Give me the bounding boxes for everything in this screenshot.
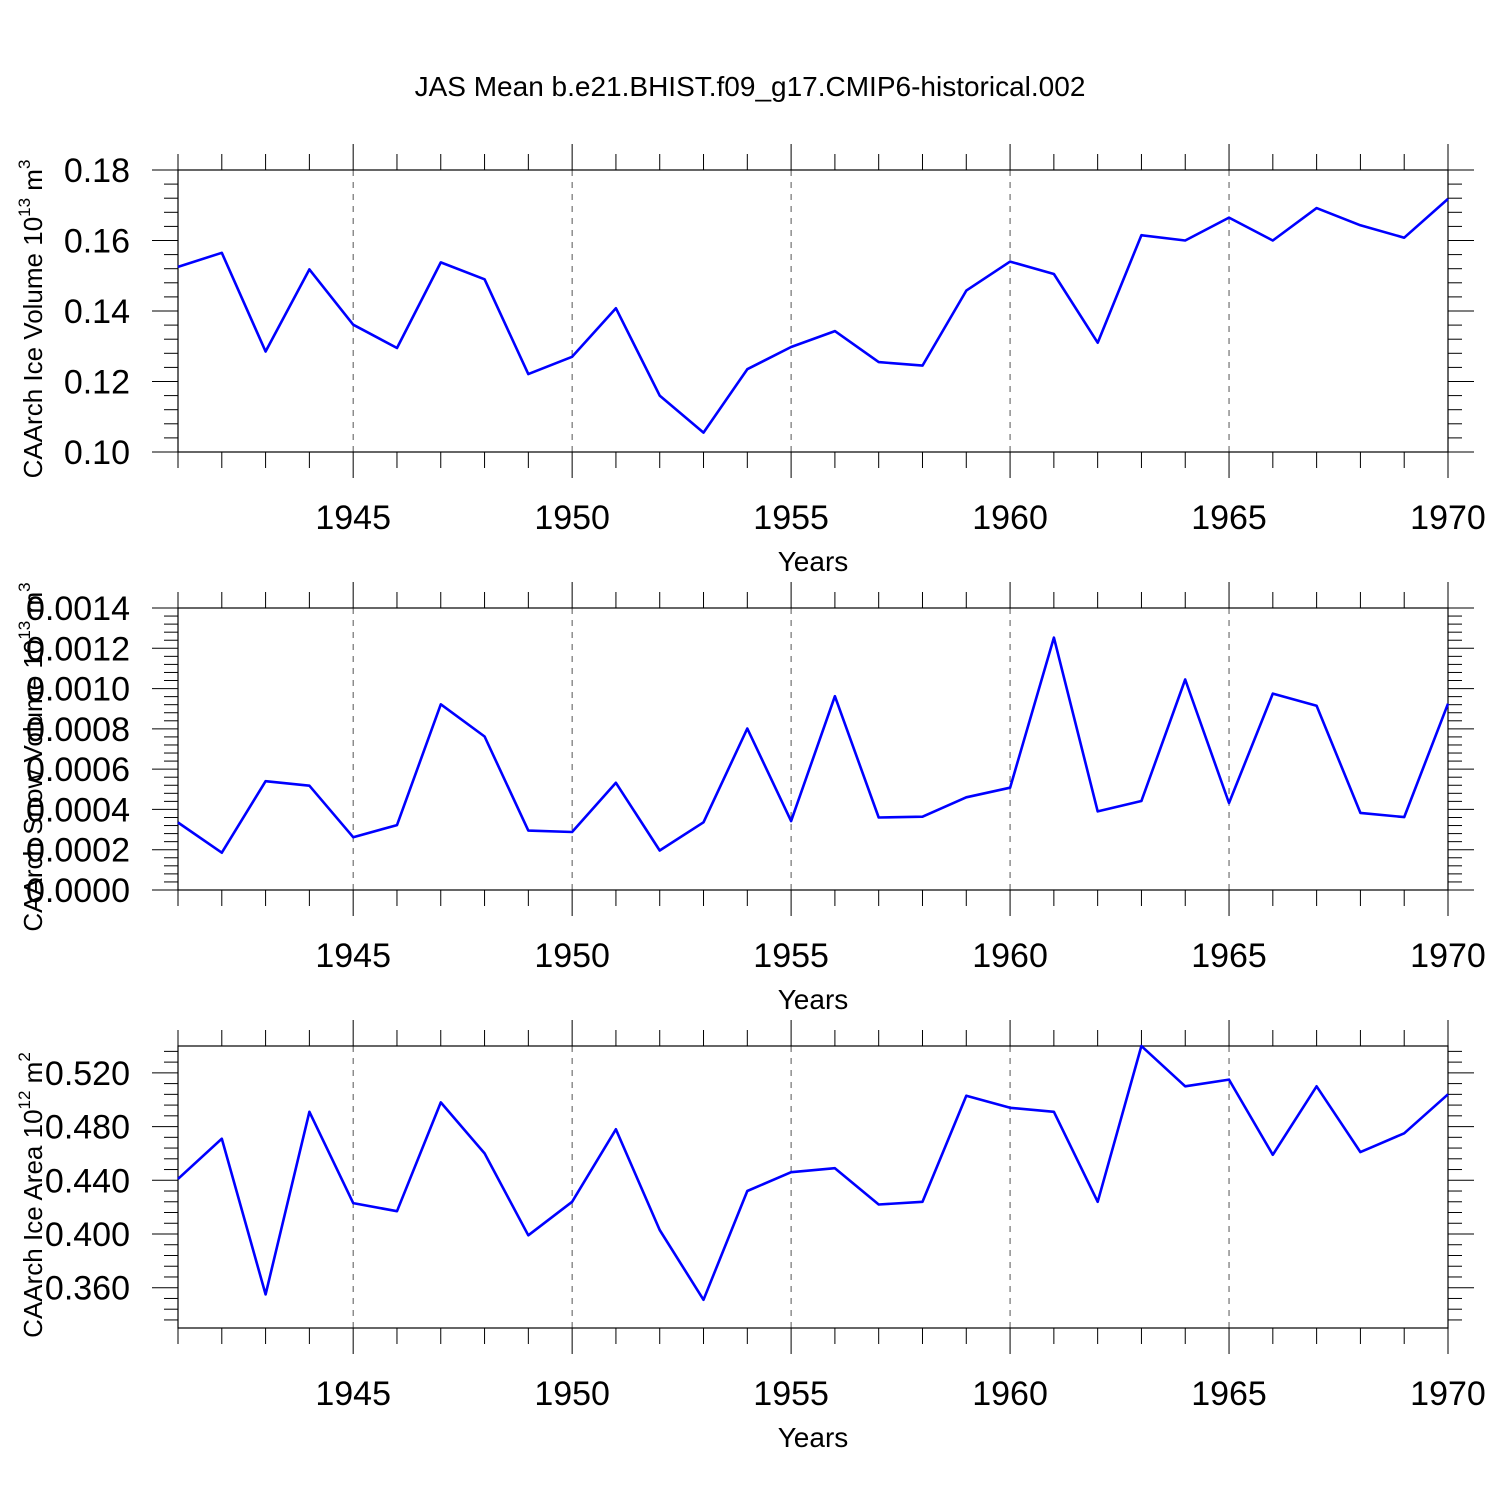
y-tick-label: 0.12 xyxy=(64,364,130,402)
x-axis-label: Years xyxy=(778,546,849,577)
plot-frame xyxy=(177,607,1449,891)
y-tick-label: 0.0010 xyxy=(26,671,130,709)
y-tick-label: 0.440 xyxy=(45,1162,130,1200)
y-tick-label: 0.0004 xyxy=(26,791,130,829)
x-tick-label: 1945 xyxy=(315,499,391,537)
x-tick-label: 1955 xyxy=(753,499,829,537)
y-tick-label: 0.18 xyxy=(64,152,130,190)
x-tick-label: 1945 xyxy=(315,1375,391,1413)
y-axis-label: CAArch Snow Volume 1013 m3 xyxy=(15,582,48,931)
y-tick-label: 0.520 xyxy=(45,1055,130,1093)
x-tick-label: 1945 xyxy=(315,937,391,975)
y-tick-label: 0.480 xyxy=(45,1109,130,1147)
x-tick-label: 1950 xyxy=(534,1375,610,1413)
chart-panels: 0.10 0.12 0.14 0.16 0.18 1945 1950 1955 1960 1965… xyxy=(15,144,1486,1453)
x-tick-label: 1965 xyxy=(1191,1375,1267,1413)
x-axis-label: Years xyxy=(778,1422,849,1453)
series-line xyxy=(177,636,1450,855)
x-axis-label: Years xyxy=(778,984,849,1015)
x-tick-label: 1970 xyxy=(1410,1375,1486,1413)
chart-panel-1: 0.10 0.12 0.14 0.16 0.18 1945 1950 1955 1960 1965… xyxy=(15,144,1486,577)
chart-panel-3: 0.360 0.400 0.440 0.480 0.520 1945 1950 1955 196… xyxy=(15,1020,1486,1453)
plot-frame xyxy=(177,169,1449,453)
plot-frame xyxy=(177,1045,1449,1329)
y-tick-label: 0.10 xyxy=(64,434,130,472)
series-line xyxy=(177,197,1449,434)
y-tick-label: 0.360 xyxy=(45,1270,130,1308)
y-tick-label: 0.400 xyxy=(45,1216,130,1254)
x-tick-label: 1970 xyxy=(1410,937,1486,975)
figure-title: JAS Mean b.e21.BHIST.f09_g17.CMIP6-histo… xyxy=(415,71,1086,102)
x-tick-label: 1950 xyxy=(534,499,610,537)
x-tick-label: 1955 xyxy=(753,937,829,975)
x-tick-label: 1965 xyxy=(1191,499,1267,537)
y-axis-label: CAArch Ice Area 1012 m2 xyxy=(15,1052,48,1338)
x-tick-label: 1955 xyxy=(753,1375,829,1413)
chart-panel-2: 0.00000.00020.00040.00060.00080.00100.00… xyxy=(15,582,1486,1015)
x-tick-label: 1960 xyxy=(972,1375,1048,1413)
y-axis-label: CAArch Ice Volume 1013 m3 xyxy=(15,160,48,479)
y-tick-label: 0.0012 xyxy=(26,630,130,668)
x-tick-label: 1950 xyxy=(534,937,610,975)
y-tick-label: 0.0002 xyxy=(26,832,130,870)
y-tick-label: 0.0008 xyxy=(26,711,130,749)
series-line xyxy=(177,1044,1449,1302)
y-tick-label: 0.0006 xyxy=(26,751,130,789)
y-tick-label: 0.16 xyxy=(64,223,130,261)
x-tick-label: 1960 xyxy=(972,937,1048,975)
y-tick-label: 0.14 xyxy=(64,293,130,331)
x-tick-label: 1960 xyxy=(972,499,1048,537)
x-tick-label: 1970 xyxy=(1410,499,1486,537)
x-tick-label: 1965 xyxy=(1191,937,1267,975)
y-tick-label: 0.0014 xyxy=(26,590,130,628)
y-tick-label: 0.0000 xyxy=(26,872,130,910)
